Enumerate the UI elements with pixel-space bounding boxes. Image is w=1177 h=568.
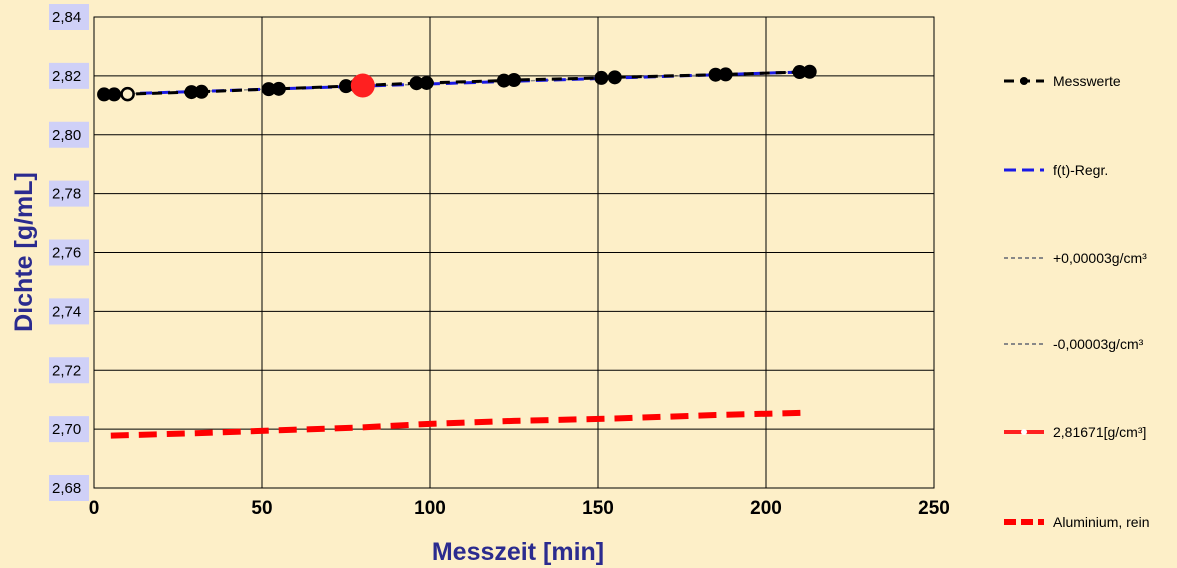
- x-tick-label: 250: [918, 498, 950, 519]
- x-tick-label: 50: [251, 498, 272, 519]
- legend-label: f(t)-Regr.: [1053, 162, 1108, 178]
- legend-marker: [1020, 77, 1028, 85]
- x-tick-label: 200: [750, 498, 782, 519]
- highlight-point: [350, 73, 375, 98]
- legend-label: Messwerte: [1053, 73, 1121, 89]
- y-tick-label: 2,80: [52, 127, 81, 144]
- y-tick-box: [49, 121, 89, 148]
- data-point: [97, 87, 112, 102]
- x-tick-label: 100: [414, 498, 446, 519]
- y-tick-box: [49, 239, 89, 266]
- data-point: [184, 85, 199, 100]
- data-point: [496, 73, 511, 88]
- y-tick-box: [49, 180, 89, 207]
- y-tick-labels: 2,68 2,70 2,72 2,74 2,76 2,78 2,80 2,82 2,84: [49, 4, 89, 501]
- legend-label: +0,00003g/cm³: [1053, 250, 1147, 266]
- legend-label: 2,81671[g/cm³]: [1053, 424, 1146, 440]
- x-tick-label: 0: [89, 498, 100, 519]
- legend-label: Aluminium, rein: [1053, 514, 1149, 530]
- legend-marker: [1021, 429, 1027, 435]
- y-tick-label: 2,70: [52, 421, 81, 438]
- y-tick-box: [49, 475, 89, 501]
- y-tick-box: [49, 298, 89, 325]
- data-point: [194, 84, 209, 99]
- data-point: [507, 72, 521, 87]
- data-point: [261, 82, 276, 97]
- x-tick-labels: 0 50 100 150 200 250: [89, 498, 950, 519]
- x-tick-label: 150: [582, 498, 614, 519]
- data-point: [718, 67, 733, 82]
- data-point: [107, 87, 122, 102]
- legend: Messwerte f(t)-Regr. +0,00003g/cm³ -0,00003…: [1004, 73, 1149, 530]
- data-point-hollow: [120, 86, 135, 102]
- data-point: [708, 67, 723, 82]
- y-tick-label: 2,76: [52, 245, 81, 262]
- y-tick-label: 2,84: [52, 9, 81, 26]
- legend-label: -0,00003g/cm³: [1053, 336, 1144, 352]
- y-tick-label: 2,82: [52, 68, 81, 85]
- y-tick-label: 2,68: [52, 480, 81, 497]
- data-point: [419, 75, 434, 90]
- data-point: [339, 79, 353, 94]
- y-tick-box: [49, 4, 89, 30]
- y-tick-label: 2,78: [52, 186, 81, 203]
- x-axis-title: Messzeit [min]: [432, 538, 604, 566]
- data-point: [409, 76, 424, 91]
- y-tick-box: [49, 416, 89, 443]
- y-tick-box: [49, 357, 89, 384]
- y-tick-label: 2,74: [52, 303, 81, 320]
- data-point: [594, 70, 609, 85]
- y-tick-label: 2,72: [52, 362, 81, 379]
- data-point: [792, 65, 807, 80]
- series-line: [110, 409, 810, 439]
- y-axis-title: Dichte [g/mL]: [10, 172, 38, 332]
- data-point: [271, 81, 286, 96]
- y-tick-box: [49, 62, 89, 89]
- data-point: [802, 64, 817, 79]
- series-layer: [97, 64, 817, 439]
- data-point: [607, 70, 622, 85]
